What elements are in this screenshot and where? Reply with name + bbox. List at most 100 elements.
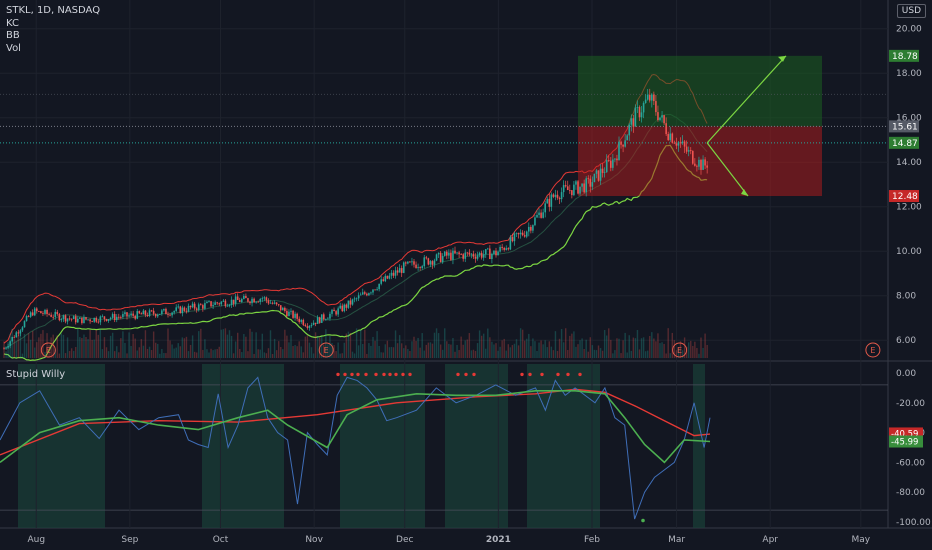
volume-bar xyxy=(614,350,616,358)
time-axis-label: Mar xyxy=(668,535,685,545)
volume-bar xyxy=(93,339,95,358)
candle-body xyxy=(554,194,557,197)
currency-button[interactable]: USD xyxy=(896,4,926,18)
candle-body xyxy=(579,186,581,194)
volume-bar xyxy=(91,339,93,358)
indicator-kc[interactable]: KC xyxy=(6,17,19,29)
volume-bar xyxy=(364,329,366,358)
volume-bar xyxy=(394,330,397,358)
candle-body xyxy=(622,144,624,147)
volume-bar xyxy=(544,340,546,358)
candle-body xyxy=(279,305,282,311)
lower-indicator-title[interactable]: Stupid Willy xyxy=(6,369,66,380)
candle-body xyxy=(226,305,229,307)
candle-body xyxy=(368,293,370,296)
candle-body xyxy=(68,318,71,320)
volume-bar xyxy=(407,349,409,358)
bull-arrow-head xyxy=(778,55,786,62)
volume-bar xyxy=(187,351,190,358)
candle-body xyxy=(130,313,132,316)
volume-bar xyxy=(308,342,311,358)
volume-bar xyxy=(341,353,343,358)
volume-bar xyxy=(269,330,272,358)
volume-bar xyxy=(427,342,430,358)
volume-bar xyxy=(583,348,585,358)
candle-body xyxy=(333,309,335,312)
volume-bar xyxy=(226,334,229,358)
candle-body xyxy=(193,303,196,309)
indicator-bb[interactable]: BB xyxy=(6,30,20,41)
volume-bar xyxy=(444,328,446,358)
volume-bar xyxy=(310,347,313,358)
volume-bar xyxy=(442,349,444,358)
candle-body xyxy=(482,254,485,258)
volume-bar xyxy=(569,335,571,358)
volume-bar xyxy=(44,351,46,358)
candle-body xyxy=(450,252,452,260)
candle-body xyxy=(415,264,417,269)
candle-body xyxy=(388,275,391,279)
volume-bar xyxy=(32,330,34,358)
volume-bar xyxy=(550,346,553,358)
candle-body xyxy=(523,235,526,237)
lower-indicator-legend: Stupid Willy xyxy=(6,369,65,382)
price-tag xyxy=(889,120,919,133)
oscillator-signal-dot xyxy=(578,372,582,377)
oscillator-axis-tick: -80.00 xyxy=(896,488,925,498)
volume-bar xyxy=(380,352,382,358)
candle-body xyxy=(560,192,563,200)
volume-bar xyxy=(521,329,524,358)
candle-body xyxy=(534,217,536,226)
candle-body xyxy=(353,298,356,300)
volume-bar xyxy=(616,338,618,358)
volume-bar xyxy=(413,336,415,358)
volume-bar xyxy=(655,341,657,358)
candle-body xyxy=(361,292,364,295)
volume-bar xyxy=(95,329,97,358)
volume-bar xyxy=(501,340,503,358)
candle-body xyxy=(374,289,376,291)
volume-bar xyxy=(657,333,659,358)
candle-body xyxy=(456,252,458,254)
candle-body xyxy=(40,311,42,314)
volume-bar xyxy=(577,344,579,358)
volume-bar xyxy=(247,351,249,358)
volume-bar xyxy=(606,335,608,358)
volume-bar xyxy=(401,343,403,358)
volume-bar xyxy=(239,348,241,358)
volume-bar xyxy=(163,353,165,358)
candle-body xyxy=(583,183,585,193)
volume-bar xyxy=(183,338,186,358)
volume-bar xyxy=(439,344,442,358)
volume-bar xyxy=(448,343,450,358)
candle-body xyxy=(632,118,635,127)
volume-bar xyxy=(493,344,495,358)
candle-body xyxy=(5,347,7,349)
symbol-line[interactable]: STKL, 1D, NASDAQ xyxy=(6,5,101,16)
volume-bar xyxy=(116,346,118,358)
volume-bar xyxy=(386,340,389,358)
volume-bar xyxy=(15,341,17,358)
candle-body xyxy=(538,212,540,215)
candle-body xyxy=(74,316,77,323)
candle-body xyxy=(152,310,155,314)
candle-body xyxy=(138,311,141,314)
candle-body xyxy=(458,252,460,255)
candle-body xyxy=(85,317,87,320)
volume-bar xyxy=(60,333,63,358)
indicator-vol[interactable]: Vol xyxy=(6,42,21,54)
earnings-marker xyxy=(865,342,881,358)
candle-body xyxy=(197,304,200,310)
volume-bar xyxy=(202,349,204,358)
volume-bar xyxy=(649,336,651,358)
volume-bar xyxy=(56,335,58,358)
candle-body xyxy=(335,311,337,315)
candle-body xyxy=(304,324,307,327)
candle-body xyxy=(489,248,491,260)
volume-bar xyxy=(101,349,104,358)
candle-body xyxy=(175,307,177,311)
candle-body xyxy=(300,319,303,322)
candle-body xyxy=(614,158,616,160)
volume-bar xyxy=(456,344,458,358)
